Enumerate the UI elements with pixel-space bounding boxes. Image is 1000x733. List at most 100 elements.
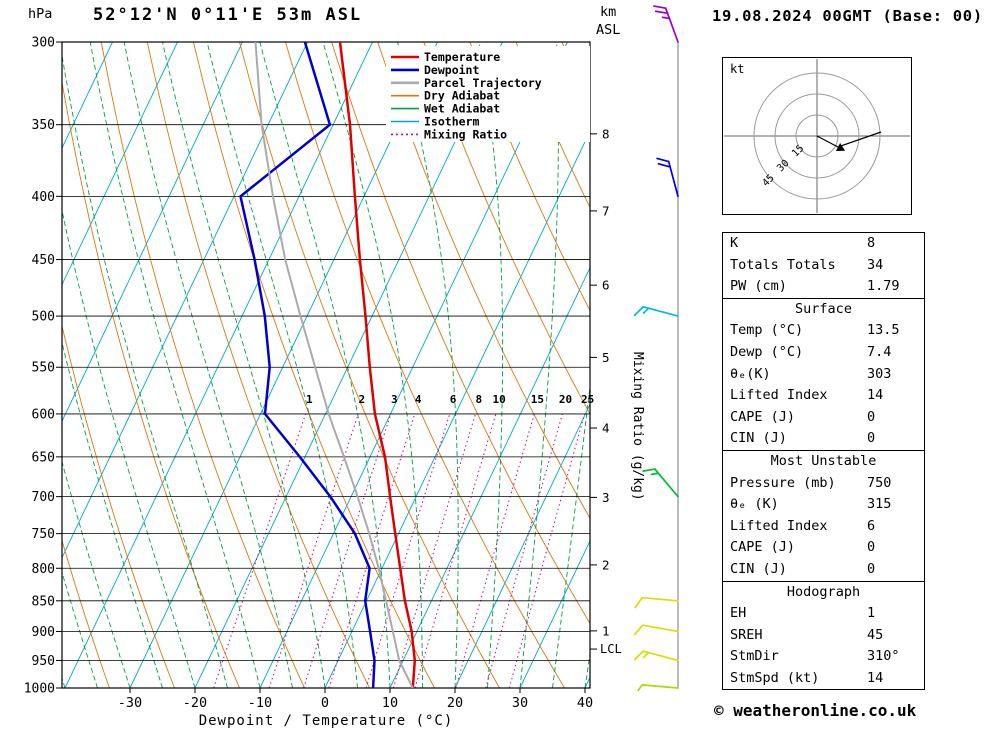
mixing-ratio-value: 3 [391, 393, 398, 406]
isotherm-line [64, 42, 373, 688]
table-row-label: PW (cm) [730, 278, 787, 295]
table-row-value: 750 [867, 474, 892, 491]
table-row-value: 13.5 [867, 322, 900, 339]
isotherm-line [259, 42, 568, 688]
wet-adiabat-line [552, 382, 590, 688]
wind-barb-half-tick [650, 472, 660, 476]
table-row-label: θₑ(K) [730, 365, 771, 382]
pressure-tick-label: 300 [32, 36, 55, 51]
wet-adiabat-line [62, 340, 163, 688]
isotherm-line [62, 42, 308, 559]
indices-panel: K 8 Totals Totals 34 PW (cm) 1.79 Surface Temp … [722, 232, 925, 691]
mixing-ratio-value: 15 [531, 393, 544, 406]
hodograph-arrowhead [835, 143, 846, 151]
pressure-axis-unit: hPa [28, 6, 53, 22]
mixing-ratio-axis-label: Mixing Ratio (g/kg) [630, 352, 645, 501]
legend-label: Dewpoint [424, 63, 479, 77]
wind-barb-full-tick [633, 650, 645, 661]
table-row: StmSpd (kt) 14 [723, 668, 924, 690]
temp-tick-label: -10 [248, 695, 272, 711]
table-row-value: 0 [867, 430, 876, 447]
km-tick-label: 7 [602, 203, 610, 218]
dry-adiabat-line [62, 79, 240, 688]
table-row: StmDir 310° [723, 646, 924, 668]
wind-barb [642, 468, 679, 498]
dry-adiabat-line [469, 42, 590, 312]
temp-tick-label: 20 [447, 695, 463, 711]
table-row-value: 303 [867, 365, 892, 382]
table-row-label: K [730, 235, 739, 251]
mixing-ratio-value: 20 [559, 393, 572, 406]
table-row-value: 1.79 [867, 278, 900, 295]
pressure-tick-label: 800 [32, 562, 55, 577]
table-row: PW (cm) 1.79 [723, 276, 924, 298]
dry-adiabat-line [654, 42, 710, 688]
table-panel: Hodograph EH 1 SREH 45 StmDir 310° StmSpd (kt) 1… [722, 580, 925, 691]
isotherm-line [324, 130, 590, 688]
mixing-ratio-value: 6 [450, 393, 457, 406]
isotherm-line [194, 42, 503, 688]
isotherm-line [454, 403, 590, 688]
table-row-value: 0 [867, 408, 876, 425]
table-row-label: θₑ (K) [730, 496, 779, 513]
copyright: © weatheronline.co.uk [714, 701, 917, 720]
mixing-ratio-line [392, 413, 476, 688]
mixing-ratio-line [455, 413, 535, 688]
table-row-label: SREH [730, 626, 763, 643]
wind-barb-half-tick [642, 307, 650, 314]
wind-barb-full-tick [656, 157, 670, 163]
table-row-label: CAPE (J) [730, 539, 796, 556]
legend-label: Parcel Trajectory [424, 76, 542, 90]
table-panel-header: Hodograph [786, 583, 861, 600]
pressure-tick-label: 600 [32, 407, 55, 422]
dewpoint-curve [239, 42, 376, 688]
table-row-value: 0 [867, 539, 876, 556]
wind-barb-staff [641, 624, 679, 633]
table-row: SREH 45 [723, 625, 924, 647]
temp-tick-label: 40 [577, 695, 593, 711]
wet-adiabat-line [206, 42, 358, 688]
wind-barb-staff [641, 596, 679, 602]
table-panel: Surface Temp (°C) 13.5 Dewp (°C) 7.4 θₑ(K) 303… [722, 297, 925, 451]
wind-barb-full-tick [634, 596, 643, 609]
wind-barb [637, 684, 679, 692]
pressure-tick-label: 350 [32, 118, 55, 133]
table-row-value: 310° [867, 648, 900, 665]
isotherm-line [389, 266, 590, 688]
isotherm-line [62, 42, 113, 150]
wind-barb [653, 5, 679, 43]
temp-tick-label: 30 [512, 695, 528, 711]
dry-adiabat-line [700, 42, 710, 688]
wind-barb-half-tick [637, 684, 643, 692]
wind-barb-staff [641, 684, 679, 689]
table-row-value: 8 [867, 235, 876, 251]
plot-border [61, 41, 591, 689]
table-row-value: 6 [867, 517, 876, 534]
table-panel-header: Surface [795, 300, 852, 317]
mixing-ratio-line [485, 413, 563, 688]
table-row: CIN (J) 0 [723, 559, 924, 581]
mixing-ratio-value: 10 [493, 393, 506, 406]
datetime-label: 19.08.2024 00GMT (Base: 00) [712, 7, 983, 25]
table-row-value: 45 [867, 626, 884, 643]
km-tick-label: 2 [602, 557, 610, 572]
table-row-value: 14 [867, 387, 884, 404]
pressure-tick-label: 550 [32, 361, 55, 376]
mixing-ratio-value: 8 [475, 393, 482, 406]
wind-barb [633, 624, 679, 636]
wet-adiabat-line [397, 42, 459, 688]
km-tick-label: 1 [602, 623, 610, 638]
table-row-value: 0 [867, 560, 876, 577]
wind-barb-full-tick [653, 5, 667, 10]
temp-tick-label: -30 [118, 695, 142, 711]
dry-adiabat-line [423, 42, 590, 416]
mixing-ratio-value: 1 [306, 393, 313, 406]
altitude-axis-unit-km: km [600, 4, 617, 20]
isotherm-line [519, 539, 590, 688]
table-row-value: 7.4 [867, 343, 892, 360]
mixing-ratio-line [213, 413, 307, 688]
pressure-tick-label: 900 [32, 625, 55, 640]
legend-label: Mixing Ratio [424, 127, 507, 141]
